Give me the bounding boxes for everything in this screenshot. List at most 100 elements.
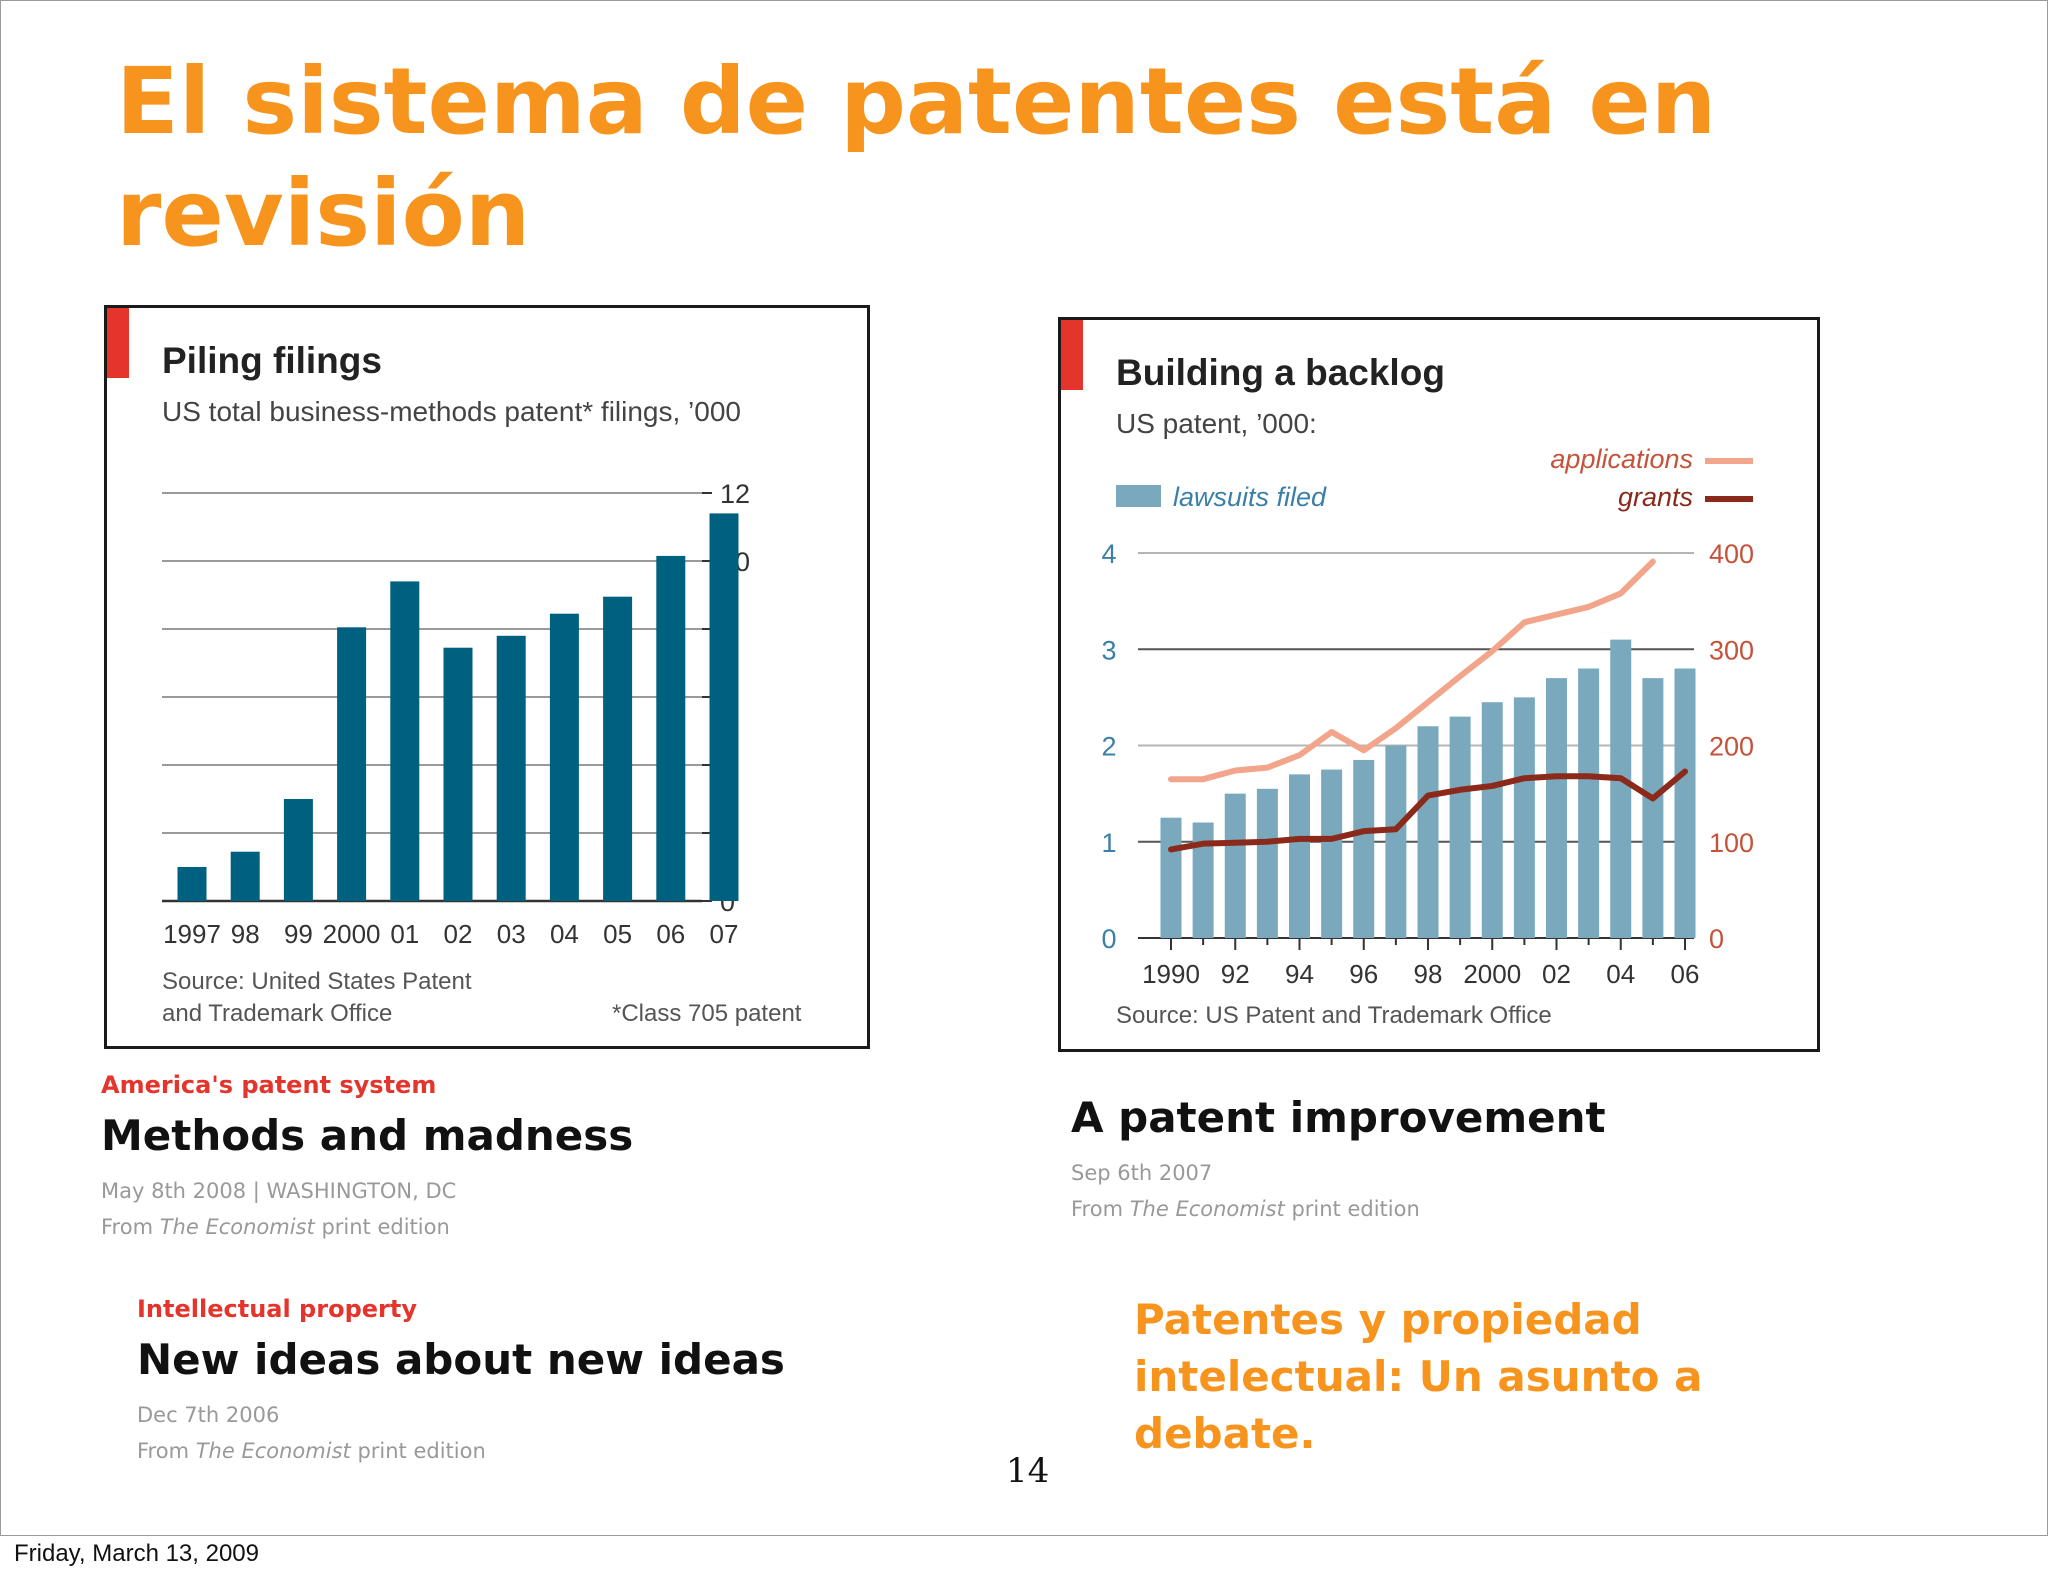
bar [709, 513, 739, 901]
chart-title: Piling filings [162, 340, 382, 381]
bar [1417, 726, 1439, 938]
chart-source-line: and Trademark Office [162, 1000, 393, 1027]
footer-date: Friday, March 13, 2009 [14, 1540, 260, 1567]
bar [1385, 745, 1407, 938]
article-new-ideas[interactable]: Intellectual property New ideas about ne… [137, 1295, 897, 1469]
y-right-tick-label: 200 [1709, 732, 1754, 762]
x-tick-label: 92 [1221, 959, 1250, 989]
x-tick-label: 99 [284, 919, 313, 949]
article-section: Intellectual property [137, 1295, 417, 1323]
applications-line [1168, 558, 1656, 783]
bar [390, 581, 420, 901]
x-tick-label: 94 [1285, 959, 1314, 989]
bar [177, 867, 207, 901]
x-tick-label: 1997 [163, 919, 221, 949]
chart-subtitle: US total business-methods patent* filing… [162, 396, 741, 427]
x-tick-label: 04 [1606, 959, 1635, 989]
bar [1449, 716, 1471, 938]
bar [1289, 774, 1310, 938]
legend-swatch-lawsuits [1116, 485, 1161, 507]
bar [1224, 793, 1246, 938]
article-from: From [1071, 1197, 1124, 1221]
bar [1160, 817, 1182, 938]
chart-title: Building a backlog [1116, 352, 1445, 393]
legend-label-lawsuits: lawsuits filed [1173, 482, 1327, 512]
x-tick-label: 1990 [1142, 959, 1200, 989]
chart-footnote: *Class 705 patent [612, 1000, 802, 1027]
article-edition-label: print edition [321, 1215, 450, 1239]
x-tick-label: 2000 [323, 919, 381, 949]
legend-label-applications: applications [1550, 444, 1693, 474]
article-edition: From The Economist print edition [101, 1209, 821, 1245]
article-edition-label: print edition [1291, 1197, 1420, 1221]
y-left-tick-label: 2 [1101, 732, 1116, 762]
debate-caption: Patentes y propiedad intelectual: Un asu… [1134, 1295, 1703, 1458]
article-dateline: Sep 6th 2007 [1071, 1161, 1213, 1185]
chart-piling-filings: Piling filings US total business-methods… [104, 305, 870, 1049]
x-tick-label: 07 [710, 919, 739, 949]
x-tick-label: 01 [390, 919, 419, 949]
y-left-tick-label: 4 [1101, 539, 1116, 569]
article-headline[interactable]: Methods and madness [101, 1111, 634, 1160]
article-publication: The Economist [195, 1439, 351, 1463]
article-headline[interactable]: New ideas about new ideas [137, 1335, 785, 1384]
article-headline[interactable]: A patent improvement [1071, 1093, 1606, 1142]
bar [283, 799, 313, 901]
y-left-tick-label: 3 [1101, 635, 1116, 665]
bar [656, 555, 686, 901]
article-dateline: May 8th 2008 | WASHINGTON, DC [101, 1179, 457, 1203]
x-tick-label: 05 [603, 919, 632, 949]
chart-subtitle: US patent, ’000: [1116, 408, 1317, 439]
x-tick-label: 98 [231, 919, 260, 949]
x-tick-label: 96 [1349, 959, 1378, 989]
bar [443, 647, 473, 901]
bar [603, 596, 633, 901]
slide-title: El sistema de patentes está en revisión [116, 48, 1717, 267]
bar [1674, 668, 1696, 938]
x-tick-label: 04 [550, 919, 579, 949]
chart-building-backlog: Building a backlog US patent, ’000: 0 1 2 3… [1058, 317, 1820, 1052]
article-publication: The Economist [159, 1215, 315, 1239]
bar [1578, 668, 1600, 938]
x-tick-label: 02 [444, 919, 473, 949]
page-number: 14 [1006, 1451, 1050, 1491]
bar [1321, 769, 1343, 938]
bar [1481, 702, 1503, 938]
article-edition: From The Economist print edition [1071, 1191, 1791, 1227]
article-a-patent-improvement[interactable]: A patent improvement Sep 6th 2007 From T… [1071, 1093, 1791, 1227]
bar [1353, 759, 1375, 938]
y-tick-label: 12 [720, 479, 750, 509]
x-tick-label: 2000 [1463, 959, 1521, 989]
chart-plot: 0 1 2 3 4 0 100 200 300 400 1990 92 94 96 98 2000 02 04 06… [1101, 444, 1754, 989]
chart-accent-tab [1061, 320, 1083, 390]
bar [1642, 678, 1664, 938]
article-publication: The Economist [1129, 1197, 1285, 1221]
article-methods-and-madness[interactable]: America's patent system Methods and madn… [101, 1071, 821, 1245]
bar [1546, 678, 1567, 938]
slide: El sistema de patentes está en revisión … [0, 0, 2048, 1536]
grants-line [1168, 768, 1688, 853]
bar [337, 627, 367, 901]
chart-plot: 02468101219979899200001020304050607 [162, 479, 750, 949]
article-section: America's patent system [101, 1071, 437, 1099]
bar [1513, 697, 1535, 938]
article-edition: From The Economist print edition [137, 1433, 897, 1469]
article-from: From [101, 1215, 154, 1239]
y-right-tick-label: 0 [1709, 924, 1724, 954]
x-tick-label: 06 [1671, 959, 1700, 989]
bar [549, 613, 579, 901]
bar [1256, 788, 1278, 938]
chart-accent-tab [107, 308, 129, 378]
bar [1192, 822, 1214, 938]
y-left-tick-label: 0 [1101, 924, 1116, 954]
x-tick-label: 98 [1414, 959, 1443, 989]
x-tick-label: 02 [1542, 959, 1571, 989]
legend-label-grants: grants [1618, 482, 1693, 512]
article-from: From [137, 1439, 190, 1463]
x-tick-label: 06 [656, 919, 685, 949]
x-tick-label: 03 [497, 919, 526, 949]
y-right-tick-label: 400 [1709, 539, 1754, 569]
chart-source-line: Source: United States Patent [162, 968, 472, 995]
y-right-tick-label: 100 [1709, 828, 1754, 858]
bar [1610, 639, 1632, 938]
